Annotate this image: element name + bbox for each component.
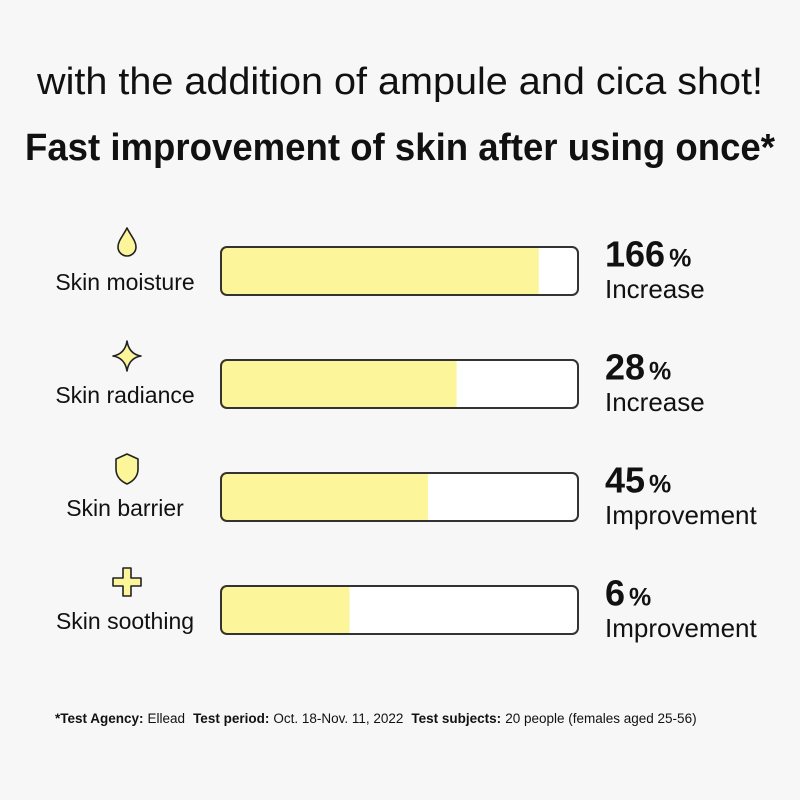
title: Fast improvement of skin after using onc…	[25, 127, 775, 169]
bar-outline	[220, 246, 579, 296]
value-note: Improvement	[605, 500, 757, 530]
bar-fill	[221, 473, 429, 521]
value-note: Increase	[605, 274, 705, 304]
footnote-label: Test period:	[193, 711, 269, 726]
value-note: Increase	[605, 387, 705, 417]
footnote-label: *Test Agency:	[55, 711, 144, 726]
footnote: *Test Agency: Ellead Test period: Oct. 18-N…	[55, 711, 697, 726]
bar-outline	[220, 359, 579, 409]
unit: %	[629, 584, 651, 612]
unit: %	[649, 358, 671, 386]
unit: %	[649, 471, 671, 499]
footnote-text: 20 people (females aged 25-56)	[505, 711, 696, 726]
bar-outline	[220, 585, 579, 635]
value: 45	[605, 460, 645, 501]
footnote-label: Test subjects:	[411, 711, 501, 726]
value: 6	[605, 573, 625, 614]
unit: %	[669, 245, 691, 273]
row-label: Skin soothing	[56, 608, 194, 634]
bar-fill	[221, 360, 457, 408]
icon	[117, 227, 137, 257]
footnote-text: Oct. 18-Nov. 11, 2022	[273, 711, 403, 726]
row-label: Skin radiance	[55, 382, 194, 408]
icon	[112, 567, 142, 597]
icon	[115, 453, 139, 485]
bar-fill	[221, 247, 539, 295]
value: 166	[605, 234, 665, 275]
subtitle: with the addition of ampule and cica sho…	[36, 61, 763, 103]
value: 28	[605, 347, 645, 388]
row-label: Skin barrier	[66, 495, 184, 521]
row-label: Skin moisture	[55, 269, 194, 295]
value-note: Improvement	[605, 613, 757, 643]
bar-outline	[220, 472, 579, 522]
footnote-text: Ellead	[148, 711, 186, 726]
icon	[112, 340, 142, 372]
bar-fill	[221, 586, 350, 634]
